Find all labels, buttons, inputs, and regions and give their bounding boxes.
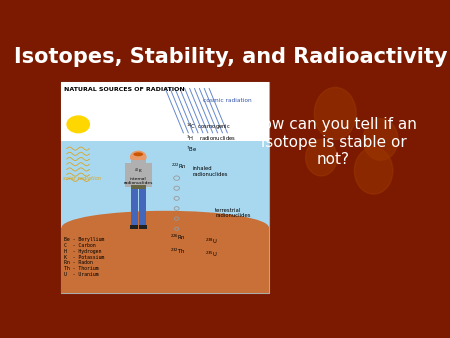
Text: NATURAL SOURCES OF RADIATION: NATURAL SOURCES OF RADIATION [64,88,185,93]
Ellipse shape [306,140,337,176]
Bar [130,160,146,187]
Bar [130,225,138,229]
Circle shape [130,151,146,163]
Text: inhaled
radionuclides: inhaled radionuclides [192,166,228,177]
Bar [62,228,269,293]
Text: $^{14}$C  cosmogenic
$^{3}$H    radionuclides
$^{7}$Be: $^{14}$C cosmogenic $^{3}$H radionuclide… [186,122,236,154]
Circle shape [67,116,90,133]
Text: $^{238}$U: $^{238}$U [205,237,217,246]
Text: $^{40}$K
internal
radionuclides: $^{40}$K internal radionuclides [124,167,153,185]
Bar [130,189,138,225]
FancyBboxPatch shape [62,82,269,293]
Bar [140,189,146,225]
Bar [130,185,146,189]
Text: cosmic radiation: cosmic radiation [202,98,251,103]
Ellipse shape [62,211,269,244]
Ellipse shape [133,152,143,156]
Ellipse shape [355,147,393,194]
Text: How can you tell if an
isotope is stable or
not?: How can you tell if an isotope is stable… [251,117,416,167]
Text: Be - Beryllium
C  - Carbon
H  - Hydrogen
K  - Potassium
Rn - Radon
Th - Thorium
: Be - Beryllium C - Carbon H - Hydrogen K… [64,237,104,277]
Bar [62,82,269,141]
Text: $^{226}$Rn: $^{226}$Rn [171,233,186,242]
Bar [139,225,147,229]
Ellipse shape [363,119,398,160]
Bar [146,163,152,187]
Bar [125,163,130,187]
Text: solar radiation: solar radiation [63,176,101,181]
Bar [62,141,269,231]
Text: terrestrial
radionuclides: terrestrial radionuclides [215,208,251,218]
Text: $^{232}$Th: $^{232}$Th [171,246,186,256]
Text: Isotopes, Stability, and Radioactivity: Isotopes, Stability, and Radioactivity [14,47,447,68]
Ellipse shape [314,88,356,140]
Text: $^{222}$Rn: $^{222}$Rn [171,162,187,171]
Text: $^{235}$U: $^{235}$U [205,249,217,259]
